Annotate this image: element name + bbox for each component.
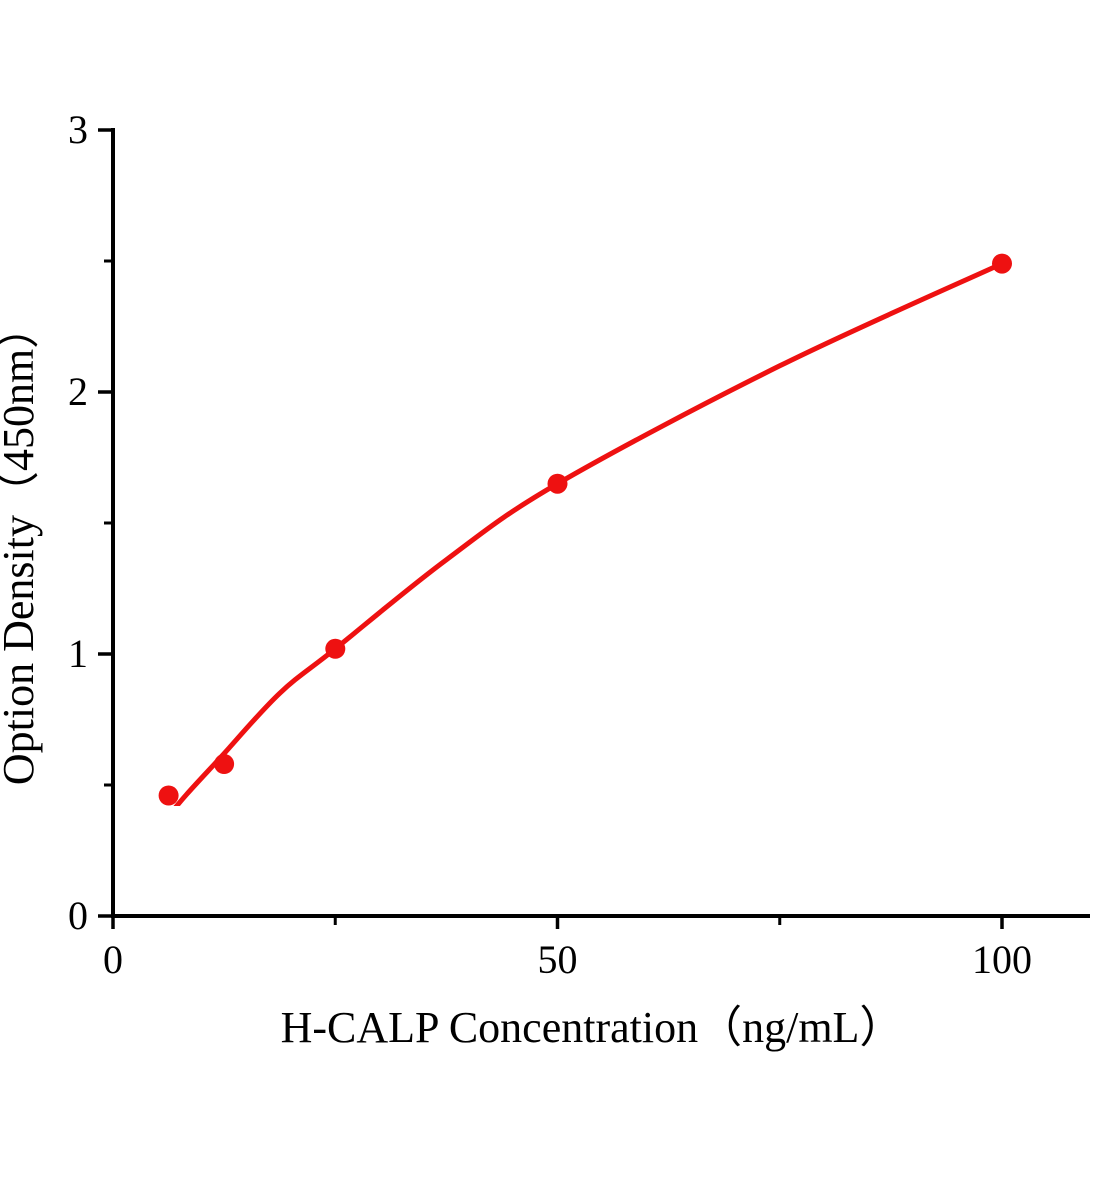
y-tick-label: 3 <box>68 107 88 152</box>
tick-labels-group: 0 50 100 0 1 2 3 <box>68 107 1032 982</box>
data-point <box>131 862 151 882</box>
x-tick-label: 0 <box>103 937 123 982</box>
series-group <box>117 253 1012 902</box>
data-point <box>117 882 137 902</box>
x-tick-label: 100 <box>972 937 1032 982</box>
data-point <box>992 253 1012 274</box>
data-point <box>325 638 346 659</box>
fit-curve-line <box>173 261 1005 806</box>
data-points-group <box>117 253 1012 902</box>
x-axis-title: H-CALP Concentration（ng/mL） <box>281 1003 904 1052</box>
axes-group <box>98 128 1090 929</box>
data-point <box>547 473 568 494</box>
data-point <box>214 754 235 774</box>
y-tick-label: 0 <box>68 893 88 938</box>
y-tick-label: 2 <box>68 369 88 414</box>
y-tick-label: 1 <box>68 631 88 676</box>
x-tick-label: 50 <box>538 937 578 982</box>
data-point <box>158 785 179 806</box>
y-axis-title: Option Density（450nm） <box>0 305 43 785</box>
ticks-group <box>98 128 1004 929</box>
